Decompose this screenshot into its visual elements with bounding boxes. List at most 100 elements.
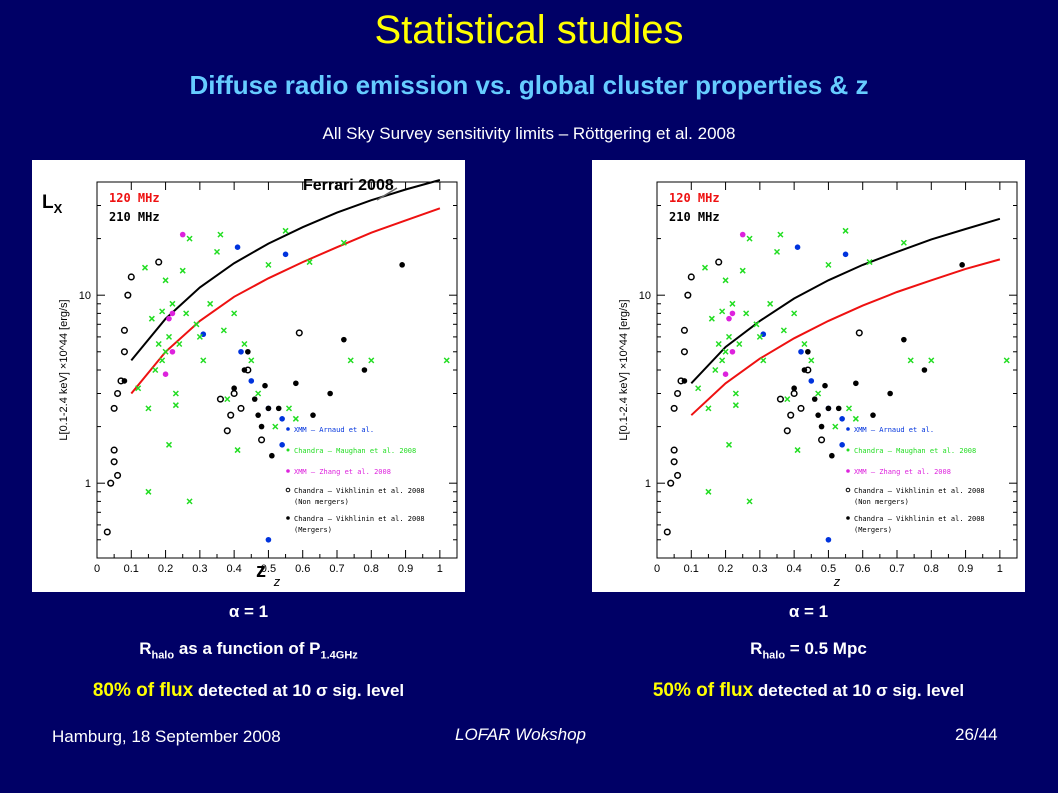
scatter-point <box>110 458 118 466</box>
footer-workshop: LOFAR Wokshop <box>455 725 587 744</box>
left-chart: 0 0.1 0.2 0.3 0.4 0.5 0.6 0.7 0.8 0.9 1 1 10 z L[0.1-2… <box>58 179 458 589</box>
legend-marker <box>846 448 850 452</box>
scatter-point <box>818 436 826 444</box>
scatter-point <box>715 340 722 348</box>
curve-210mhz <box>690 217 1001 384</box>
curve-210mhz <box>130 179 441 362</box>
scatter-point <box>739 267 746 274</box>
scatter-point <box>663 528 671 536</box>
legend-entry: (Non mergers) <box>294 498 349 506</box>
right-rhalo: Rhalo = 0.5 Mpc <box>592 639 1025 661</box>
scatter-point <box>842 251 849 258</box>
scatter-point <box>127 273 135 281</box>
scatter-point <box>231 310 238 317</box>
lx-annotation: LX <box>42 192 62 216</box>
left-alpha: α = 1 <box>228 602 269 621</box>
scatter-point <box>172 402 179 409</box>
scatter-point <box>732 402 739 409</box>
scatter-point <box>715 258 723 266</box>
scatter-point <box>169 348 176 355</box>
scatter-point <box>732 390 739 397</box>
scatter-point <box>801 367 808 373</box>
legend-entry: (Mergers) <box>854 526 892 534</box>
scatter-point <box>107 479 115 487</box>
x-tick-label: 0 <box>94 563 100 575</box>
scatter-point <box>887 390 893 397</box>
scatter-point <box>784 396 791 403</box>
scatter-point <box>708 315 715 322</box>
scatter-point <box>794 447 801 454</box>
scatter-point <box>739 231 746 238</box>
legend-entry: Chandra – Vikhlinin et al. 2008 <box>294 515 425 523</box>
survey-note: All Sky Survey sensitivity limits – Rött… <box>322 124 736 143</box>
scatter-point <box>719 357 726 364</box>
scatter-point <box>773 248 781 255</box>
scatter-point <box>797 404 805 412</box>
x-tick-label: 0.7 <box>889 563 904 575</box>
legend-marker <box>286 448 290 452</box>
x-tick-label: 0.5 <box>821 563 836 575</box>
scatter-point <box>722 348 729 355</box>
scatter-point <box>680 326 688 334</box>
legend-marker <box>846 469 850 473</box>
scatter-point <box>238 348 244 355</box>
left-rhalo: Rhalo as a function of P1.4GHz <box>32 639 465 661</box>
left-flux-hi: 80% of flux <box>92 680 194 701</box>
scatter-point <box>241 340 248 348</box>
scatter-point <box>729 348 736 355</box>
scatter-point <box>705 405 712 412</box>
scatter-point <box>687 273 695 281</box>
x-tick-label: 1 <box>437 563 443 575</box>
curve-label: 210 MHz <box>109 210 160 224</box>
scatter-point <box>124 291 132 299</box>
x-tick-label: 0.8 <box>364 563 379 575</box>
scatter-point <box>120 326 128 334</box>
scatter-point <box>746 498 753 505</box>
x-tick-label: 0 <box>654 563 660 575</box>
scatter-point <box>200 357 207 364</box>
scatter-point <box>279 416 285 422</box>
x-axis-label: z <box>833 574 841 589</box>
x-tick-label: 0.9 <box>958 563 973 575</box>
scatter-point <box>670 458 678 466</box>
curve-120mhz <box>130 207 441 395</box>
legend-entry: Chandra – Vikhlinin et al. 2008 <box>854 487 985 495</box>
scatter-point <box>767 300 774 307</box>
legend-entry: Chandra – Maughan et al. 2008 <box>294 447 416 455</box>
scatter-point <box>162 277 169 284</box>
scatter-point <box>223 427 231 435</box>
scatter-point <box>712 366 719 374</box>
scatter-point <box>791 385 797 392</box>
legend-entry: (Mergers) <box>294 526 332 534</box>
legend-entry: Chandra – Vikhlinin et al. 2008 <box>294 487 425 495</box>
legend-marker <box>285 487 291 493</box>
x-tick-label: 0.1 <box>684 563 699 575</box>
scatter-point <box>825 536 832 543</box>
scatter-point <box>726 315 732 322</box>
scatter-point <box>282 251 289 258</box>
curve-label: 210 MHz <box>669 210 720 224</box>
slide-subtitle: Diffuse radio emission vs. global cluste… <box>189 70 869 100</box>
x-tick-label: 0.4 <box>786 563 801 575</box>
scatter-point <box>674 389 682 398</box>
ferrari-annotation: Ferrari 2008 <box>303 177 394 194</box>
scatter-point <box>790 389 798 398</box>
scatter-point <box>670 446 678 454</box>
scatter-point <box>901 336 907 343</box>
scatter-point <box>135 385 142 392</box>
scatter-point <box>224 396 231 403</box>
scatter-point <box>684 291 692 299</box>
legend-marker <box>846 516 850 520</box>
x-tick-label: 0.1 <box>124 563 139 575</box>
scatter-point <box>176 340 183 348</box>
footer-page-number: 26/44 <box>955 725 998 744</box>
scatter-point <box>245 348 251 355</box>
y-tick-label: 10 <box>79 290 91 302</box>
scatter-point <box>866 259 873 266</box>
y-tick-label: 10 <box>639 290 651 302</box>
scatter-point <box>265 261 272 268</box>
legend-entry: Chandra – Vikhlinin et al. 2008 <box>854 515 985 523</box>
scatter-point <box>207 300 214 307</box>
scatter-point <box>794 244 801 250</box>
x-tick-label: 0.7 <box>329 563 344 575</box>
